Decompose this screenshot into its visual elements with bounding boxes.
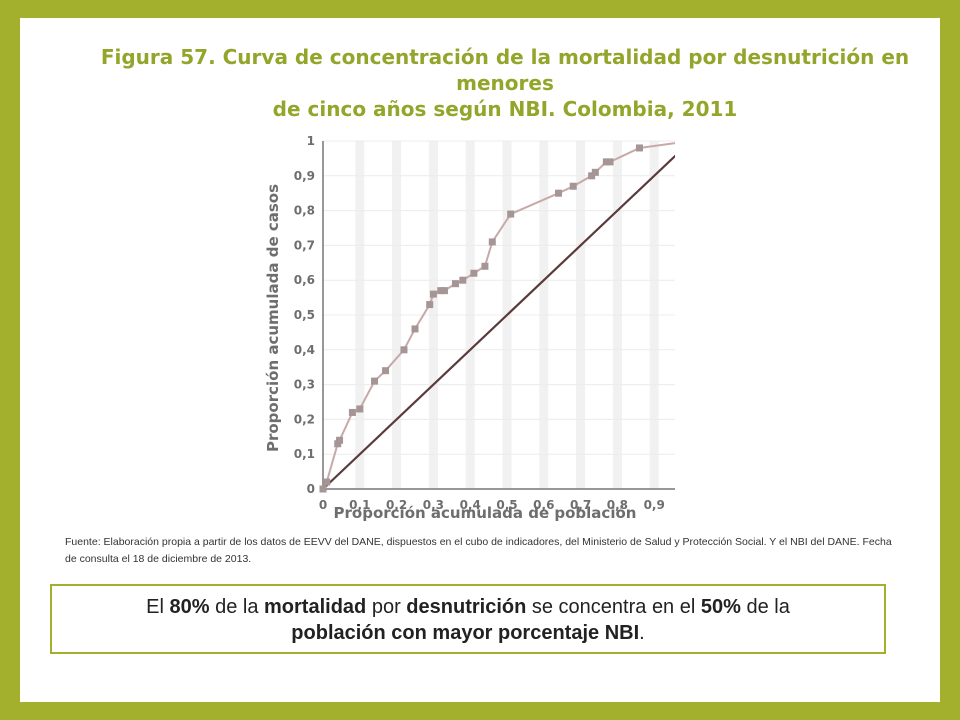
data-point [606,158,614,166]
source-note: Fuente: Elaboración propia a partir de l… [65,536,892,565]
data-point [569,182,577,190]
callout-text-2: de la [209,596,265,618]
data-point [323,478,331,486]
data-point [400,346,408,354]
data-point [459,276,467,284]
figure-title-line2: de cinco años según NBI. Colombia, 2011 [272,97,738,121]
tick-labels: 0 0,1 0,2 0,3 0,4 0,5 0,6 0,7 0,8 0,9 1 0 0,1 0,2 0,3 0… [294,134,665,512]
x-tick-label: 0,1 [349,498,370,512]
callout-bold-4: 50% [700,596,741,618]
x-axis-label: Proporción acumulada de población [334,504,637,522]
data-point [411,325,419,333]
x-tick-label: 0,5 [496,498,517,512]
data-point [555,189,563,197]
x-tick-label: 0,4 [460,498,481,512]
data-point [319,485,327,493]
y-tick-label: 0,6 [294,273,315,287]
y-tick-label: 0,1 [294,447,315,461]
data-point [437,287,445,295]
x-tick-label: 0,7 [570,498,591,512]
data-point [507,210,515,218]
x-tick-label: 0,3 [423,498,444,512]
y-axis-label: Proporción acumulada de casos [264,184,282,452]
equality-line [322,154,675,490]
data-point [635,144,643,152]
concentration-curve-chart: 0 0,1 0,2 0,3 0,4 0,5 0,6 0,7 0,8 0,9 1 0 0,1 0,2 0,3 0… [264,134,675,522]
series [319,142,675,493]
data-point [426,301,434,309]
data-point [488,238,496,246]
y-tick-label: 0,9 [294,169,315,183]
callout-bold-5: población con mayor porcentaje NBI [291,622,640,644]
data-point [602,158,610,166]
key-finding-callout: El 80% de la mortalidad por desnutrición… [50,584,886,654]
data-point [451,280,459,288]
figure-title: Figura 57. Curva de concentración de la … [80,44,930,122]
data-point [429,290,437,298]
figure-title-line1: Figura 57. Curva de concentración de la … [100,45,910,95]
data-point [481,262,489,270]
data-point [336,436,344,444]
callout-text-6: . [639,622,645,644]
callout-text-4: se concentra en el [526,596,701,618]
data-point [591,168,599,176]
callout-text-1: El [146,596,170,618]
grid [323,140,675,489]
x-tick-label: 0,2 [386,498,407,512]
y-tick-label: 0,4 [294,343,315,357]
callout-text-3: por [366,596,407,618]
data-point [356,405,364,413]
data-point [470,269,478,277]
x-tick-label: 0,9 [644,498,665,512]
axes [322,141,675,490]
x-tick-label: 0,6 [533,498,554,512]
y-tick-label: 0,8 [294,204,315,218]
callout-bold-3: desnutrición [406,596,527,618]
y-tick-label: 0,5 [294,308,315,322]
callout-text-5: de la [740,596,790,618]
slide: Figura 57. Curva de concentración de la … [20,18,940,702]
y-tick-label: 0,2 [294,412,315,426]
data-point [588,172,596,180]
y-tick-label: 1 [307,134,315,148]
callout-bold-2: mortalidad [264,596,367,618]
callout-line2: población con mayor porcentaje NBI. [52,620,884,646]
data-point [382,367,390,375]
data-point [440,287,448,295]
y-tick-label: 0,7 [294,238,315,252]
y-tick-label: 0,3 [294,378,315,392]
data-point [371,377,379,385]
x-tick-label: 0 [319,498,327,512]
data-point [348,408,356,416]
callout-bold-1: 80% [169,596,210,618]
y-tick-label: 0 [307,482,315,496]
x-tick-label: 0,8 [607,498,628,512]
